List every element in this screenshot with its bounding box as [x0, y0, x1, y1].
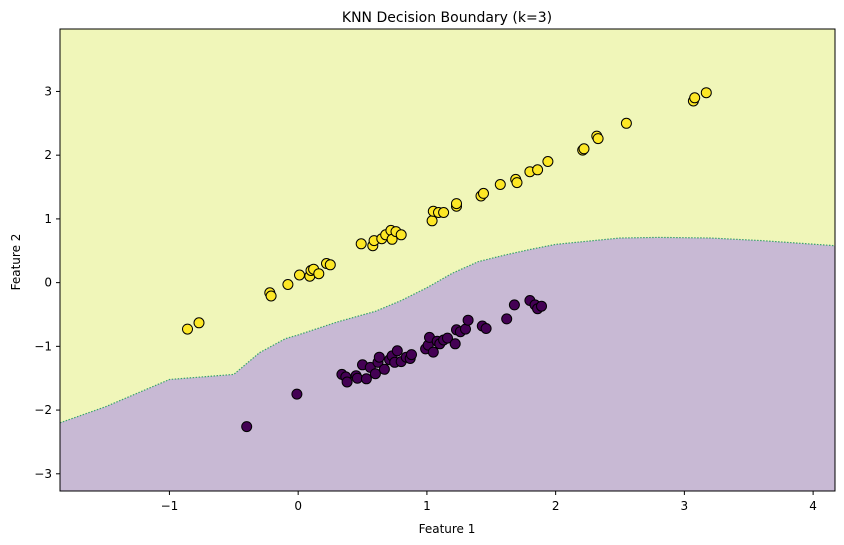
- class-1-point: [511, 177, 523, 189]
- class-1-point: [395, 229, 407, 241]
- axes-frame: [59, 28, 836, 492]
- class-1-point: [542, 156, 554, 167]
- plot-area: [59, 29, 836, 491]
- class-0-point: [508, 299, 520, 311]
- class-0-point: [360, 373, 372, 385]
- class-0-point: [501, 313, 513, 325]
- class-1-point: [313, 268, 325, 280]
- y-tick-label: 3: [44, 84, 52, 98]
- class-1-point: [689, 92, 701, 104]
- y-tick-label: −3: [34, 467, 52, 481]
- class-0-point: [449, 338, 461, 350]
- class-0-point: [536, 300, 547, 312]
- x-axis-ticks: −1 0 1 2 3 4: [161, 491, 817, 513]
- class-0-region: [60, 237, 835, 491]
- x-tick-label: 1: [423, 499, 431, 513]
- chart-title: KNN Decision Boundary (k=3): [342, 10, 552, 26]
- class-1-point: [282, 279, 294, 290]
- data-points: [182, 87, 712, 433]
- class-1-point: [494, 179, 506, 190]
- class-0-point: [241, 421, 253, 433]
- class-0-point: [406, 349, 417, 361]
- y-tick-label: −1: [34, 339, 52, 353]
- class-0-point: [369, 368, 381, 380]
- y-tick-label: 2: [44, 148, 52, 162]
- class-1-point: [620, 117, 632, 129]
- class-1-point: [294, 269, 305, 281]
- class-0-point: [427, 346, 439, 358]
- x-tick-label: 0: [294, 499, 302, 513]
- class-0-point: [378, 363, 390, 375]
- x-axis-label: Feature 1: [419, 522, 476, 536]
- x-tick-label: 2: [552, 499, 560, 513]
- y-axis-ticks: −3 −2 −1 0 1 2 3: [34, 84, 60, 481]
- class-0-point: [480, 323, 492, 334]
- class-1-point: [478, 187, 489, 199]
- x-tick-label: 3: [681, 499, 689, 513]
- class-0-point: [391, 345, 403, 357]
- y-tick-label: 1: [44, 212, 52, 226]
- class-1-point: [193, 317, 205, 329]
- class-1-point: [426, 215, 438, 227]
- class-0-point: [442, 332, 453, 344]
- y-axis-label: Feature 2: [9, 234, 23, 291]
- class-1-region: [60, 29, 835, 423]
- class-1-point: [700, 87, 712, 99]
- class-1-point: [438, 207, 450, 218]
- class-1-point: [265, 290, 277, 302]
- class-0-point: [291, 388, 303, 400]
- class-1-point: [592, 133, 604, 145]
- class-0-point: [373, 351, 385, 363]
- class-0-point: [351, 372, 363, 384]
- class-1-point: [182, 323, 193, 335]
- class-1-point: [578, 143, 590, 155]
- class-1-point: [532, 164, 544, 176]
- class-0-point: [341, 376, 353, 388]
- class-1-point: [324, 259, 336, 271]
- x-tick-label: 4: [809, 499, 817, 513]
- y-tick-label: 0: [44, 276, 52, 290]
- decision-boundary-line: [59, 236, 836, 424]
- x-tick-label: −1: [161, 499, 179, 513]
- y-tick-label: −2: [34, 403, 52, 417]
- class-1-point: [355, 238, 367, 250]
- class-0-point: [462, 314, 474, 326]
- class-1-point: [451, 198, 462, 210]
